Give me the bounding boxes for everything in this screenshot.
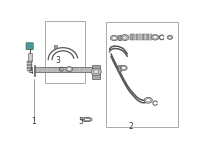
Bar bbox=[27, 61, 32, 62]
Circle shape bbox=[144, 97, 152, 103]
Bar bbox=[106, 22, 178, 127]
Bar bbox=[35, 67, 92, 72]
Circle shape bbox=[91, 68, 101, 75]
Bar bbox=[92, 65, 100, 79]
Bar bbox=[27, 70, 32, 71]
Bar bbox=[54, 45, 57, 48]
Bar bbox=[27, 68, 32, 69]
Ellipse shape bbox=[82, 117, 92, 122]
FancyBboxPatch shape bbox=[26, 43, 33, 50]
Bar bbox=[27, 62, 32, 64]
Text: 4: 4 bbox=[29, 67, 34, 76]
Bar bbox=[133, 34, 135, 40]
Circle shape bbox=[146, 99, 151, 102]
Circle shape bbox=[120, 65, 127, 70]
Circle shape bbox=[110, 35, 118, 41]
Circle shape bbox=[123, 36, 127, 39]
Bar bbox=[136, 34, 138, 40]
Text: 3: 3 bbox=[56, 56, 61, 65]
Bar bbox=[118, 65, 121, 71]
Bar bbox=[130, 34, 133, 40]
Bar bbox=[28, 53, 32, 61]
Circle shape bbox=[67, 68, 71, 71]
Circle shape bbox=[122, 66, 126, 69]
Circle shape bbox=[167, 35, 173, 39]
Bar bbox=[142, 34, 144, 40]
Bar bbox=[147, 34, 149, 40]
Bar bbox=[144, 34, 147, 40]
Circle shape bbox=[112, 36, 116, 40]
Bar bbox=[27, 64, 32, 65]
Bar bbox=[45, 21, 85, 83]
Bar bbox=[27, 67, 32, 68]
Circle shape bbox=[121, 35, 129, 41]
Ellipse shape bbox=[84, 118, 90, 121]
Circle shape bbox=[93, 70, 99, 74]
Bar bbox=[150, 34, 152, 40]
Text: 2: 2 bbox=[128, 122, 133, 131]
Text: 5: 5 bbox=[78, 117, 83, 126]
Circle shape bbox=[66, 67, 73, 72]
Circle shape bbox=[168, 36, 171, 39]
Bar bbox=[34, 65, 35, 76]
Text: 1: 1 bbox=[31, 117, 36, 126]
Bar bbox=[27, 65, 32, 66]
Bar bbox=[118, 35, 121, 40]
Circle shape bbox=[151, 35, 159, 40]
Bar bbox=[139, 34, 141, 40]
Circle shape bbox=[153, 36, 157, 39]
